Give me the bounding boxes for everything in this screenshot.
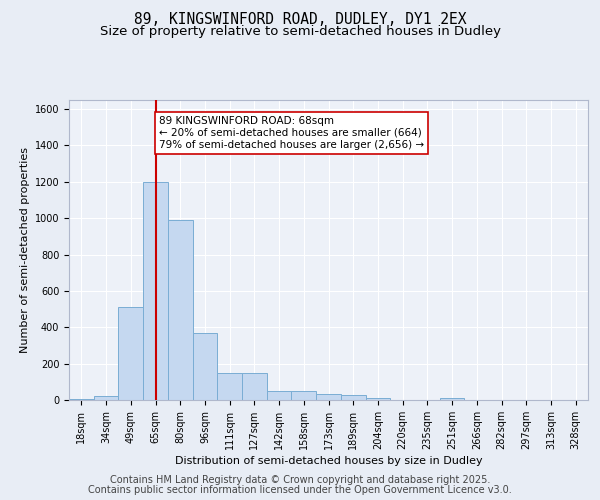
Text: 89, KINGSWINFORD ROAD, DUDLEY, DY1 2EX: 89, KINGSWINFORD ROAD, DUDLEY, DY1 2EX [134, 12, 466, 28]
Bar [316, 394, 341, 400]
Text: Size of property relative to semi-detached houses in Dudley: Size of property relative to semi-detach… [100, 25, 500, 38]
Bar [341, 396, 365, 400]
Bar [440, 398, 464, 400]
Bar [267, 391, 292, 400]
Bar [118, 308, 143, 400]
Bar [143, 182, 168, 400]
Bar [94, 396, 118, 400]
Text: 89 KINGSWINFORD ROAD: 68sqm
← 20% of semi-detached houses are smaller (664)
79% : 89 KINGSWINFORD ROAD: 68sqm ← 20% of sem… [159, 116, 424, 150]
Y-axis label: Number of semi-detached properties: Number of semi-detached properties [20, 147, 31, 353]
Bar [217, 373, 242, 400]
Bar [168, 220, 193, 400]
Bar [242, 373, 267, 400]
Text: Contains HM Land Registry data © Crown copyright and database right 2025.: Contains HM Land Registry data © Crown c… [110, 475, 490, 485]
Bar [193, 332, 217, 400]
Bar [292, 391, 316, 400]
X-axis label: Distribution of semi-detached houses by size in Dudley: Distribution of semi-detached houses by … [175, 456, 482, 466]
Text: Contains public sector information licensed under the Open Government Licence v3: Contains public sector information licen… [88, 485, 512, 495]
Bar [365, 398, 390, 400]
Bar [69, 399, 94, 400]
